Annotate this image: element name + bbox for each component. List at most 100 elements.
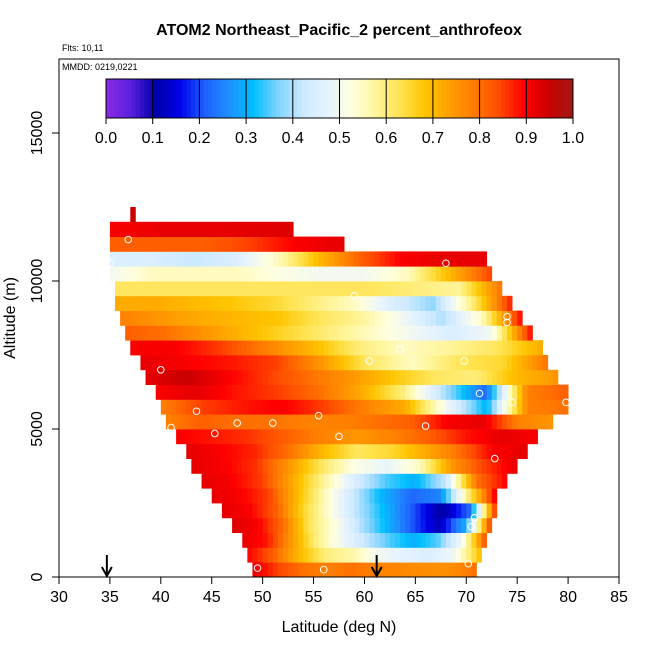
- heatmap-cell: [400, 532, 406, 548]
- heatmap-cell: [130, 281, 136, 297]
- heatmap-cell: [440, 473, 447, 489]
- heatmap-cell: [440, 384, 447, 400]
- colorbar-segment: [526, 79, 532, 118]
- heatmap-cell: [379, 517, 386, 533]
- heatmap-cell: [461, 532, 467, 548]
- heatmap-cell: [456, 281, 462, 297]
- heatmap-cell: [344, 266, 350, 282]
- heatmap-cell: [359, 429, 365, 445]
- heatmap-cell: [384, 562, 391, 578]
- heatmap-cell: [267, 295, 274, 311]
- heatmap-cell: [232, 355, 238, 371]
- heatmap-cell: [369, 547, 376, 563]
- colorbar-segment: [560, 79, 566, 118]
- colorbar-segment: [517, 79, 523, 118]
- heatmap-cell: [420, 325, 426, 341]
- heatmap-cell: [328, 295, 335, 311]
- heatmap-cell: [303, 399, 309, 415]
- heatmap-cell: [445, 266, 452, 282]
- colorbar-segment: [161, 79, 166, 118]
- heatmap-cell: [298, 384, 304, 400]
- heatmap-cell: [461, 355, 467, 371]
- heatmap-cell: [430, 532, 437, 548]
- heatmap-cell: [400, 458, 406, 474]
- heatmap-cell: [395, 414, 401, 430]
- heatmap-cell: [303, 325, 309, 341]
- colorbar-tick-label: 0.0: [95, 130, 117, 147]
- heatmap-cell: [486, 295, 493, 311]
- heatmap-cell: [420, 443, 426, 459]
- heatmap-cell: [384, 266, 391, 282]
- heatmap-cell: [430, 369, 437, 385]
- heatmap-cell: [196, 369, 202, 385]
- heatmap-cell: [395, 562, 401, 578]
- colorbar-segment: [420, 79, 425, 118]
- heatmap-cell: [247, 340, 253, 356]
- heatmap-cell: [328, 355, 335, 371]
- heatmap-cell: [496, 429, 503, 445]
- heatmap-cell: [120, 295, 126, 311]
- heatmap-cell: [262, 532, 269, 548]
- heatmap-cell: [395, 281, 401, 297]
- heatmap-cell: [425, 310, 432, 326]
- heatmap-cell: [328, 369, 335, 385]
- heatmap-cell: [471, 251, 477, 267]
- heatmap-cell: [176, 369, 182, 385]
- heatmap-cell: [466, 295, 472, 311]
- heatmap-cell: [120, 266, 126, 282]
- heatmap-cell: [410, 458, 416, 474]
- heatmap-cell: [318, 295, 325, 311]
- colorbar-segment: [241, 79, 247, 118]
- heatmap-cell: [288, 443, 294, 459]
- heatmap-cell: [267, 281, 274, 297]
- heatmap-cell: [293, 399, 299, 415]
- heatmap-cell: [476, 325, 482, 341]
- heatmap-cell: [461, 369, 467, 385]
- heatmap-cell: [242, 221, 248, 237]
- heatmap-cell: [400, 562, 406, 578]
- heatmap-cell: [471, 532, 477, 548]
- heatmap-cell: [333, 340, 340, 356]
- heatmap-cell: [125, 310, 131, 326]
- heatmap-cell: [496, 310, 503, 326]
- heatmap-cell: [318, 443, 325, 459]
- heatmap-cell: [196, 295, 202, 311]
- heatmap-cell: [517, 310, 523, 326]
- heatmap-cell: [430, 443, 437, 459]
- heatmap-cell: [461, 295, 467, 311]
- heatmap-cell: [272, 281, 279, 297]
- heatmap-cell: [410, 517, 416, 533]
- heatmap-cell: [430, 310, 437, 326]
- heatmap-cell: [191, 399, 197, 415]
- heatmap-cell: [109, 266, 116, 282]
- heatmap-cell: [481, 369, 488, 385]
- heatmap-cell: [272, 369, 279, 385]
- heatmap-cell: [461, 443, 467, 459]
- heatmap-cell: [435, 503, 442, 519]
- heatmap-cell: [451, 473, 457, 489]
- heatmap-cell: [354, 325, 360, 341]
- heatmap-cell: [410, 473, 416, 489]
- heatmap-cell: [145, 281, 152, 297]
- heatmap-cell: [140, 221, 146, 237]
- heatmap-cell: [262, 384, 269, 400]
- heatmap-cell: [354, 355, 360, 371]
- x-tick-label: 80: [559, 589, 577, 606]
- colorbar-tick-label: 0.7: [422, 130, 444, 147]
- heatmap-cell: [288, 221, 294, 237]
- heatmap-cell: [227, 414, 233, 430]
- heatmap-cell: [221, 473, 228, 489]
- heatmap-cell: [445, 251, 452, 267]
- heatmap-cell: [145, 251, 152, 267]
- heatmap-cell: [420, 488, 426, 504]
- heatmap-cell: [298, 517, 304, 533]
- colorbar-segment: [509, 79, 515, 118]
- colorbar-segment: [199, 79, 205, 118]
- heatmap-cell: [247, 369, 253, 385]
- colorbar-tick-label: 0.5: [328, 130, 350, 147]
- heatmap-cell: [349, 384, 355, 400]
- heatmap-cell: [456, 369, 462, 385]
- colorbar-segment: [547, 79, 553, 118]
- heatmap-cell: [303, 517, 309, 533]
